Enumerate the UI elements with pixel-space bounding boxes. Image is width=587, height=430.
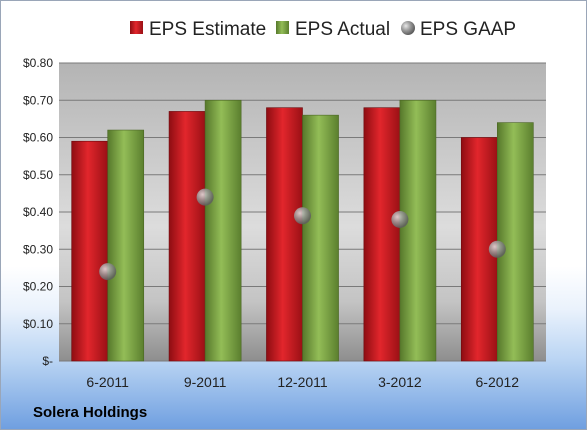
y-tick-label: $0.30 xyxy=(23,242,53,256)
eps-gaap-point xyxy=(99,263,117,281)
x-tick-label: 12-2011 xyxy=(277,374,328,390)
y-tick-label: $0.10 xyxy=(23,317,53,331)
x-tick-label: 9-2011 xyxy=(184,374,227,390)
legend: EPS Estimate EPS Actual EPS GAAP xyxy=(130,19,516,40)
y-tick-label: $- xyxy=(42,354,53,368)
legend-eps-actual-label: EPS Actual xyxy=(295,19,390,40)
eps-estimate-bar xyxy=(168,111,206,362)
eps-gaap-point xyxy=(294,207,311,225)
y-tick-label: $0.40 xyxy=(23,205,53,219)
bars xyxy=(71,99,534,362)
y-tick-label: $0.60 xyxy=(23,131,53,145)
eps-actual-bar xyxy=(496,122,534,362)
x-tick-label: 6-2012 xyxy=(476,374,520,390)
eps-estimate-bar xyxy=(266,107,303,362)
y-axis: $- $0.10 $0.20 $0.30 $0.40 $0.50 $0.60 $0.70 $0.… xyxy=(23,56,53,368)
gaap-points xyxy=(99,188,506,281)
y-tick-label: $0.20 xyxy=(23,280,53,294)
eps-estimate-bar xyxy=(71,140,109,362)
legend-eps-gaap-swatch xyxy=(401,21,415,35)
eps-actual-bar xyxy=(107,129,145,362)
eps-gaap-point xyxy=(196,188,214,206)
eps-gaap-point xyxy=(488,240,506,258)
legend-eps-actual-swatch xyxy=(276,21,289,34)
eps-estimate-bar xyxy=(363,107,401,362)
eps-gaap-point xyxy=(391,210,409,228)
legend-eps-estimate-label: EPS Estimate xyxy=(149,19,266,40)
y-tick-label: $0.80 xyxy=(23,56,53,70)
x-axis: 6-2011 9-2011 12-2011 3-2012 6-2012 xyxy=(86,374,519,390)
company-name: Solera Holdings xyxy=(33,404,147,421)
y-tick-label: $0.70 xyxy=(23,93,53,107)
legend-eps-gaap-label: EPS GAAP xyxy=(420,19,516,40)
y-tick-label: $0.50 xyxy=(23,168,53,182)
x-tick-label: 6-2011 xyxy=(86,374,129,390)
x-tick-label: 3-2012 xyxy=(378,374,422,390)
eps-actual-bar xyxy=(302,114,339,362)
legend-eps-estimate-swatch xyxy=(130,21,143,34)
eps-actual-bar xyxy=(399,99,437,362)
eps-actual-bar xyxy=(204,99,242,362)
